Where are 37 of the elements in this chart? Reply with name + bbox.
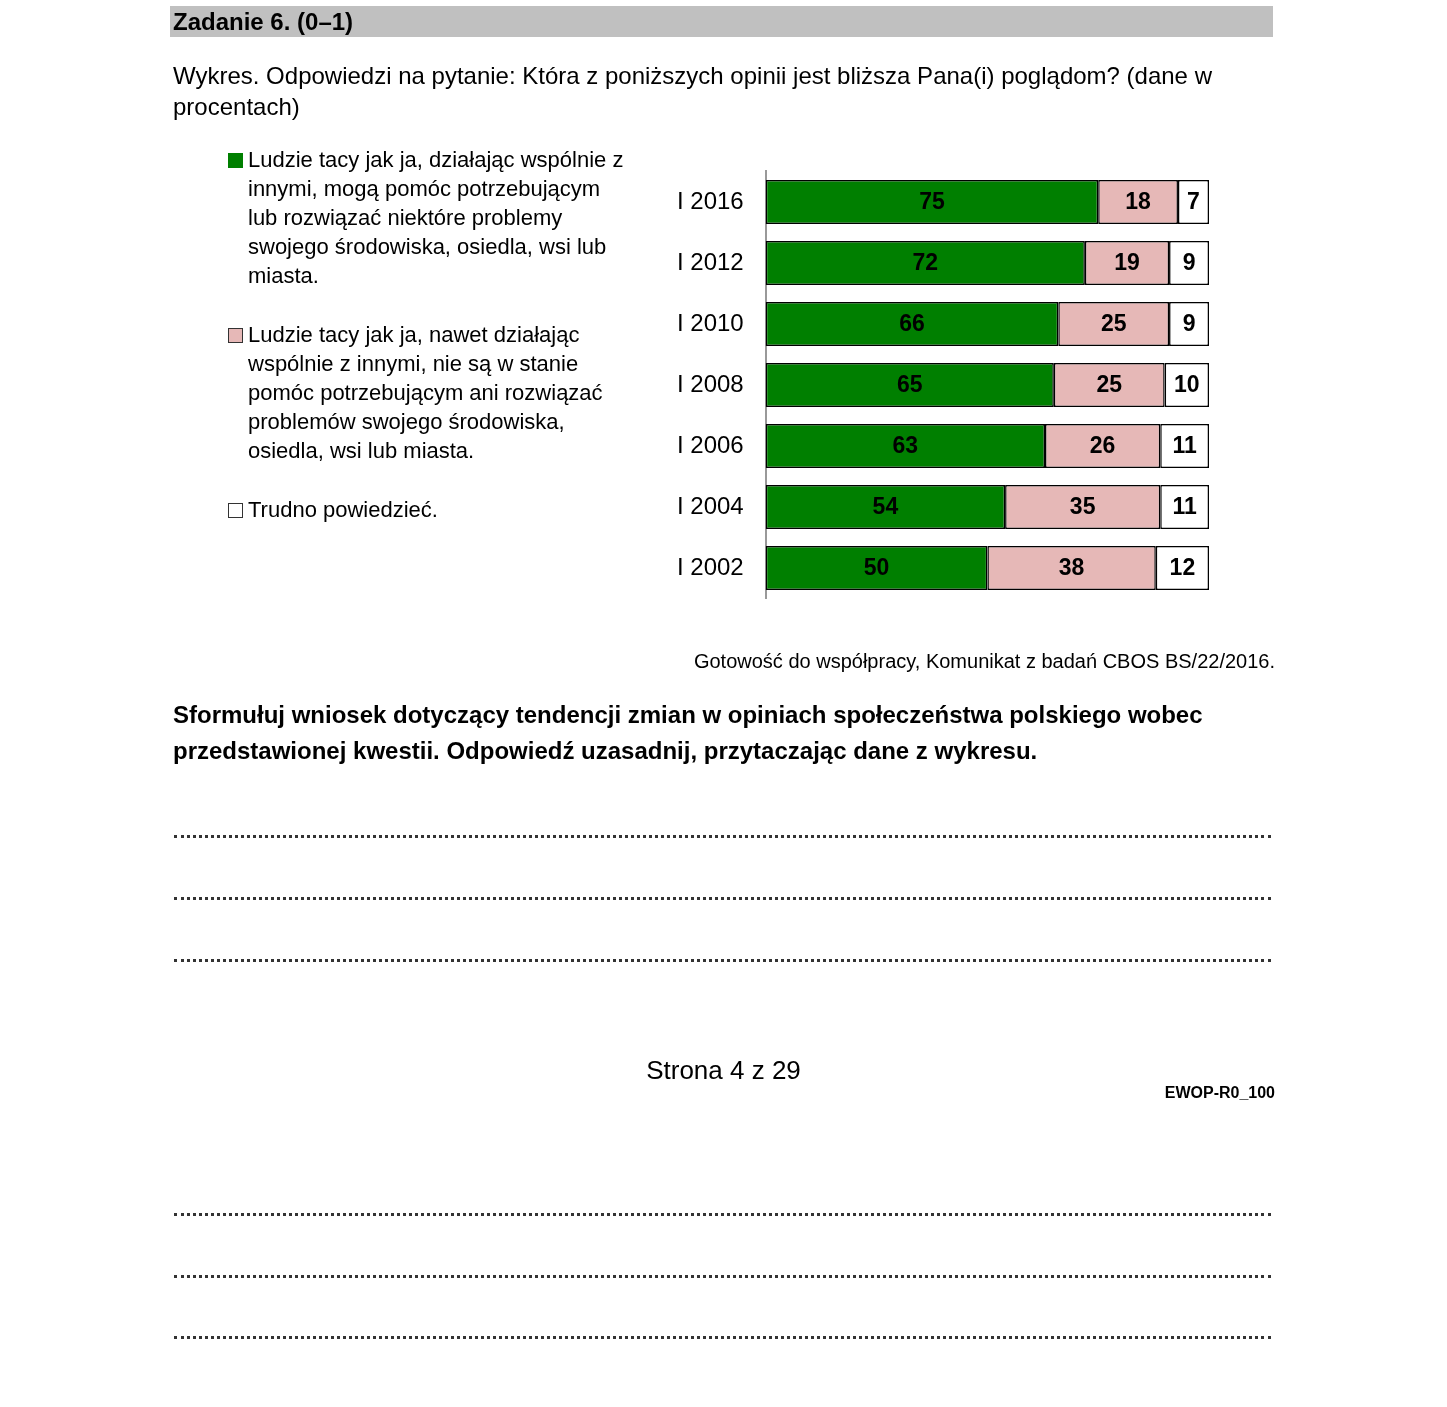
text: Zadanie 6. (0–1) (170, 6, 1273, 37)
data-label: 66 (899, 310, 925, 337)
text: Sformułuj wniosek dotyczący tendencji zmian w opiniach społeczeństwa polskiego wobec przedstawionej kwestii. Odpowiedź uzasadnij, przytaczając dane z wykresu. (173, 700, 1204, 766)
legend-label: Ludzie tacy jak ja, działając wspólnie z innymi, mogą pomóc potrzebującym lub rozwiązać niektóre problemy swojego środowiska, osiedla, wsi lub miasta. (248, 147, 624, 288)
y-tick-label: I 2006 (676, 430, 744, 458)
data-label: 65 (896, 371, 923, 398)
y-tick-label: I 2010 (676, 308, 744, 336)
data-label: 63 (892, 432, 919, 459)
data-label: 10 (1174, 371, 1200, 398)
text: Strona 4 z 29 (646, 1055, 801, 1085)
data-label: 19 (1114, 249, 1140, 276)
legend-label: Trudno powiedzieć. (248, 497, 438, 522)
data-label: 7 (1187, 188, 1200, 215)
chart-subtitle: Wykres. Odpowiedzi na pytanie: Która z poniższych opinii jest bliższa Pana(i) poglądom? (dane w procentach) (173, 61, 1213, 122)
data-label: 50 (863, 554, 890, 581)
text: EWOP-R0_100 (1163, 1083, 1275, 1103)
data-label: 9 (1182, 249, 1196, 276)
text: Gotowość do współpracy, Komunikat z badań CBOS BS/22/2016. (692, 650, 1275, 673)
data-label: 26 (1089, 432, 1116, 459)
y-tick-label: I 2012 (676, 247, 744, 275)
legend-label: Ludzie tacy jak ja, nawet działając wspólnie z innymi, nie są w stanie pomóc potrzebującym ani rozwiązać problemów swojego środowiska, osiedla, wsi lub miasta. (248, 322, 603, 463)
data-label: 75 (919, 188, 945, 215)
y-tick-label: I 2008 (676, 369, 744, 397)
data-label: 11 (1172, 432, 1197, 459)
y-tick-label: I 2004 (676, 491, 744, 519)
data-label: 54 (872, 493, 899, 520)
data-label: 18 (1125, 188, 1152, 215)
y-tick-label: I 2016 (676, 186, 744, 214)
data-label: 35 (1069, 493, 1096, 520)
data-label: 11 (1172, 493, 1197, 520)
y-tick-label: I 2002 (676, 552, 744, 580)
data-label: 12 (1169, 554, 1196, 581)
data-label: 38 (1058, 554, 1085, 581)
data-label: 25 (1096, 371, 1123, 398)
data-label: 25 (1100, 310, 1127, 337)
data-label: 9 (1182, 310, 1196, 337)
data-label: 72 (912, 249, 939, 276)
